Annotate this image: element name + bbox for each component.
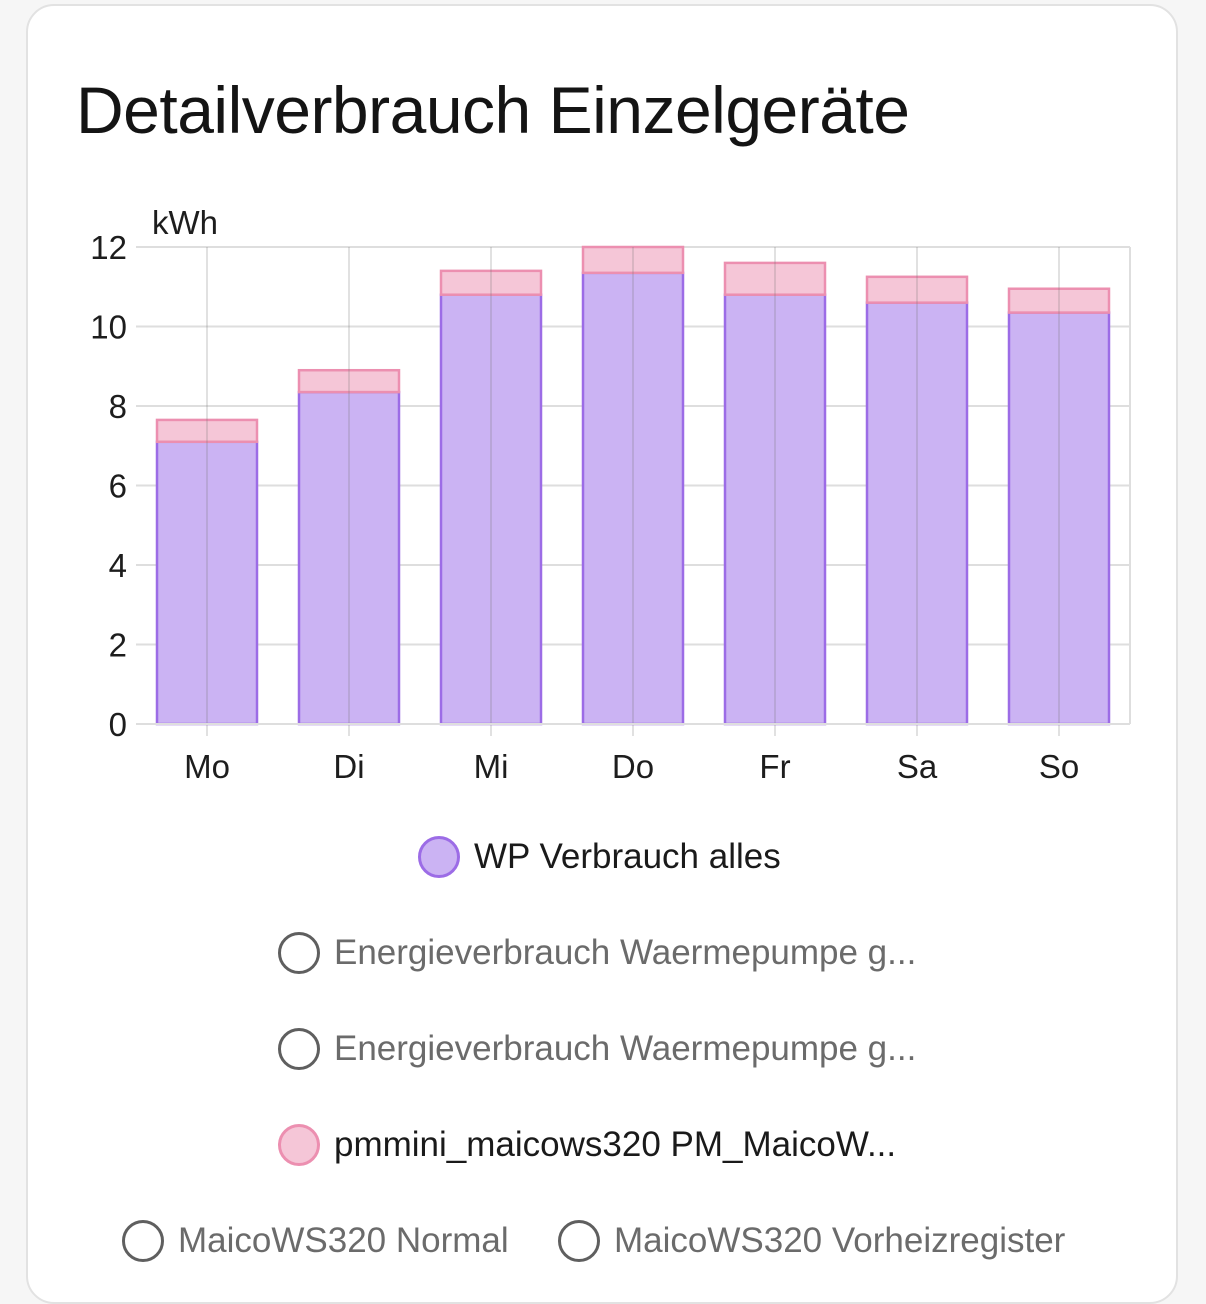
bar [865,301,969,726]
y-tick-label: 6 [109,468,127,505]
x-tick-label: Di [333,748,364,785]
y-axis-label: kWh [152,204,218,241]
legend-marker-icon [278,1028,320,1070]
y-tick-label: 8 [109,388,127,425]
bar [439,269,543,296]
legend-label: pmmini_maicows320 PM_MaicoW... [334,1125,897,1164]
legend-marker-icon [418,836,460,878]
y-tick-label: 4 [109,547,127,584]
legend-item-wp-verbrauch-alles[interactable]: WP Verbrauch alles [418,832,781,882]
bar [865,275,969,304]
legend-marker-icon [558,1220,600,1262]
legend-item-energieverbrauch-2[interactable]: Energieverbrauch Waermepumpe g... [278,1024,916,1074]
legend-label: MaicoWS320 Vorheizregister [614,1221,1066,1260]
bar [1007,311,1111,726]
bar [581,245,685,275]
x-tick-label: Mo [184,748,230,785]
bar [581,271,685,726]
legend-item-maicows320-normal[interactable]: MaicoWS320 Normal [122,1216,509,1266]
bar [155,418,259,444]
legend-label: MaicoWS320 Normal [178,1221,509,1260]
x-tick-label: Mi [474,748,509,785]
legend-item-maicows320-vorheizregister[interactable]: MaicoWS320 Vorheizregister [558,1216,1065,1266]
legend-label: WP Verbrauch alles [474,837,781,876]
x-tick-label: Sa [897,748,938,785]
y-tick-label: 0 [109,706,127,743]
y-tick-label: 10 [90,309,127,346]
bar [723,261,827,296]
bar [1007,287,1111,314]
bar [439,293,543,726]
legend-label: Energieverbrauch Waermepumpe g... [334,933,917,972]
legend-marker-icon [278,932,320,974]
bar-chart: 0 2 4 6 8 10 12 kWh Mo Di Mi Do Fr Sa So [90,204,1131,785]
y-tick-label: 2 [109,627,127,664]
bar [297,368,401,394]
bar [723,293,827,726]
y-tick-label: 12 [90,229,127,266]
legend-marker-icon [122,1220,164,1262]
bar [155,440,259,726]
legend-label: Energieverbrauch Waermepumpe g... [334,1029,917,1068]
x-tick-label: So [1039,748,1079,785]
bar [297,390,401,726]
legend-marker-icon [278,1124,320,1166]
x-tick-label: Fr [759,748,790,785]
x-tick-label: Do [612,748,654,785]
card-title: Detailverbrauch Einzelgeräte [76,73,910,147]
legend-item-energieverbrauch-1[interactable]: Energieverbrauch Waermepumpe g... [278,928,916,978]
legend-item-pmmini-maicows320[interactable]: pmmini_maicows320 PM_MaicoW... [278,1120,896,1170]
